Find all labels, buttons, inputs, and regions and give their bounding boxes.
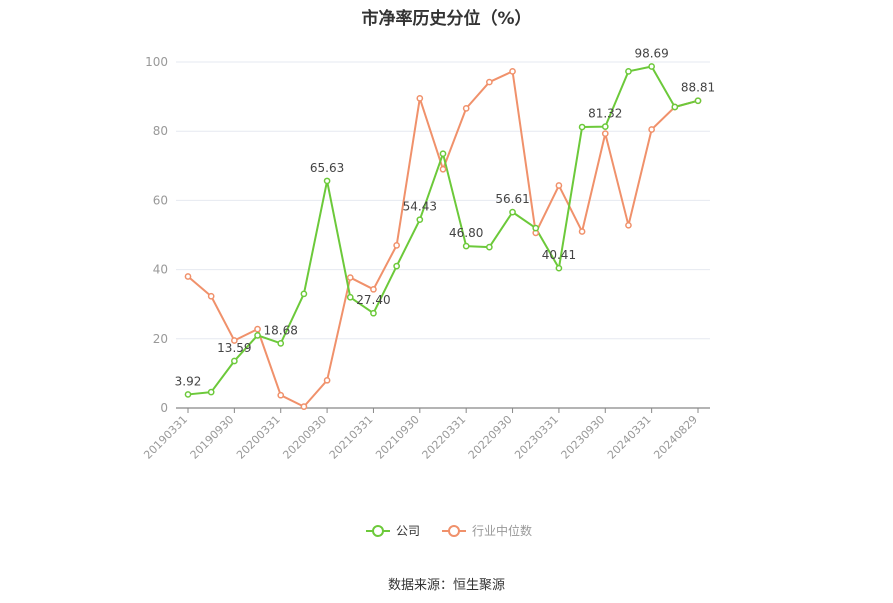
data-label: 40.41: [542, 248, 576, 262]
y-axis-ticks: 0 20 40 60 80 100: [145, 55, 168, 415]
data-point: [648, 63, 655, 70]
data-label: 54.43: [403, 200, 437, 214]
data-point: [231, 337, 238, 344]
data-point: [254, 331, 261, 339]
x-tick-label: 20210331: [327, 413, 376, 462]
data-point: [393, 242, 400, 249]
x-tick-label: 20220930: [466, 413, 515, 462]
data-label: 98.69: [634, 47, 668, 61]
data-point: [184, 273, 192, 280]
x-tick-label: 20190930: [188, 413, 237, 462]
data-point: [555, 264, 563, 272]
x-tick-label: 20210930: [373, 413, 422, 462]
data-point: [625, 221, 632, 229]
legend-label: 公司: [396, 524, 420, 538]
data-point: [601, 123, 609, 130]
data-point: [370, 309, 377, 317]
data-label: 65.63: [310, 161, 344, 175]
data-point: [509, 208, 516, 216]
series-points: [184, 63, 702, 410]
legend[interactable]: 公司 行业中位数: [366, 523, 532, 538]
data-point: [323, 376, 331, 384]
legend-swatch-marker: [448, 525, 460, 537]
data-label: 13.59: [217, 341, 251, 355]
data-point: [393, 262, 400, 270]
y-tick-label: 100: [145, 55, 168, 69]
data-labels: 3.92 13.59 18.68 65.63 27.40 54.43 46.80 56.61 4…: [175, 47, 716, 389]
chart-title: 市净率历史分位（%）: [361, 9, 532, 29]
x-tick-label: 20200331: [234, 413, 283, 462]
x-tick-label: 20190331: [141, 413, 190, 462]
data-point: [416, 216, 424, 224]
data-point: [578, 228, 586, 235]
x-tick-label: 20230930: [559, 413, 608, 462]
data-point: [648, 126, 655, 133]
data-point: [346, 293, 354, 301]
data-point: [231, 357, 238, 365]
data-point: [277, 340, 285, 347]
y-tick-label: 0: [160, 401, 168, 415]
legend-item[interactable]: 公司: [366, 524, 420, 538]
data-point: [462, 242, 470, 250]
data-point: [207, 292, 215, 300]
data-label: 81.32: [588, 107, 622, 121]
data-point: [370, 285, 377, 293]
data-point: [486, 243, 493, 251]
data-point: [509, 67, 516, 75]
data-point: [555, 182, 563, 189]
y-tick-label: 40: [153, 263, 168, 277]
data-point: [601, 130, 609, 137]
legend-swatch-marker: [372, 525, 384, 537]
x-tick-label: 20240331: [605, 413, 654, 462]
data-point: [300, 290, 308, 298]
x-tick-label: 20200930: [280, 413, 329, 462]
x-tick-label: 20240829: [651, 413, 700, 462]
data-point: [277, 391, 285, 399]
data-point: [346, 274, 354, 281]
x-tick-label: 20220331: [420, 413, 469, 462]
data-label: 27.40: [356, 293, 390, 307]
data-label: 56.61: [495, 192, 529, 206]
x-tick-label: 20230331: [512, 413, 561, 462]
data-point: [625, 67, 632, 75]
series-line: [187, 70, 699, 408]
y-tick-label: 60: [153, 193, 168, 207]
data-label: 88.81: [681, 81, 715, 95]
y-tick-label: 20: [153, 332, 168, 346]
y-tick-label: 80: [153, 124, 168, 138]
data-point: [323, 177, 331, 185]
data-point: [462, 105, 470, 112]
legend-label: 行业中位数: [472, 523, 532, 538]
data-point: [486, 78, 493, 86]
data-point: [439, 165, 447, 173]
data-point: [532, 224, 540, 232]
data-label: 3.92: [175, 374, 202, 388]
data-point: [184, 391, 192, 398]
data-point: [439, 150, 447, 158]
x-axis: 2019033120190930202003312020093020210331…: [141, 407, 710, 462]
data-label: 18.68: [264, 323, 298, 337]
data-point: [254, 325, 261, 333]
data-label: 46.80: [449, 226, 483, 240]
legend-item[interactable]: 行业中位数: [442, 523, 532, 538]
data-point: [416, 94, 424, 102]
data-point: [207, 388, 215, 396]
grid-lines: [176, 61, 710, 340]
data-point: [300, 403, 308, 410]
data-point: [578, 123, 586, 131]
data-source-note: 数据来源：恒生聚源: [387, 578, 505, 593]
data-point: [694, 97, 702, 105]
data-point: [671, 103, 679, 111]
